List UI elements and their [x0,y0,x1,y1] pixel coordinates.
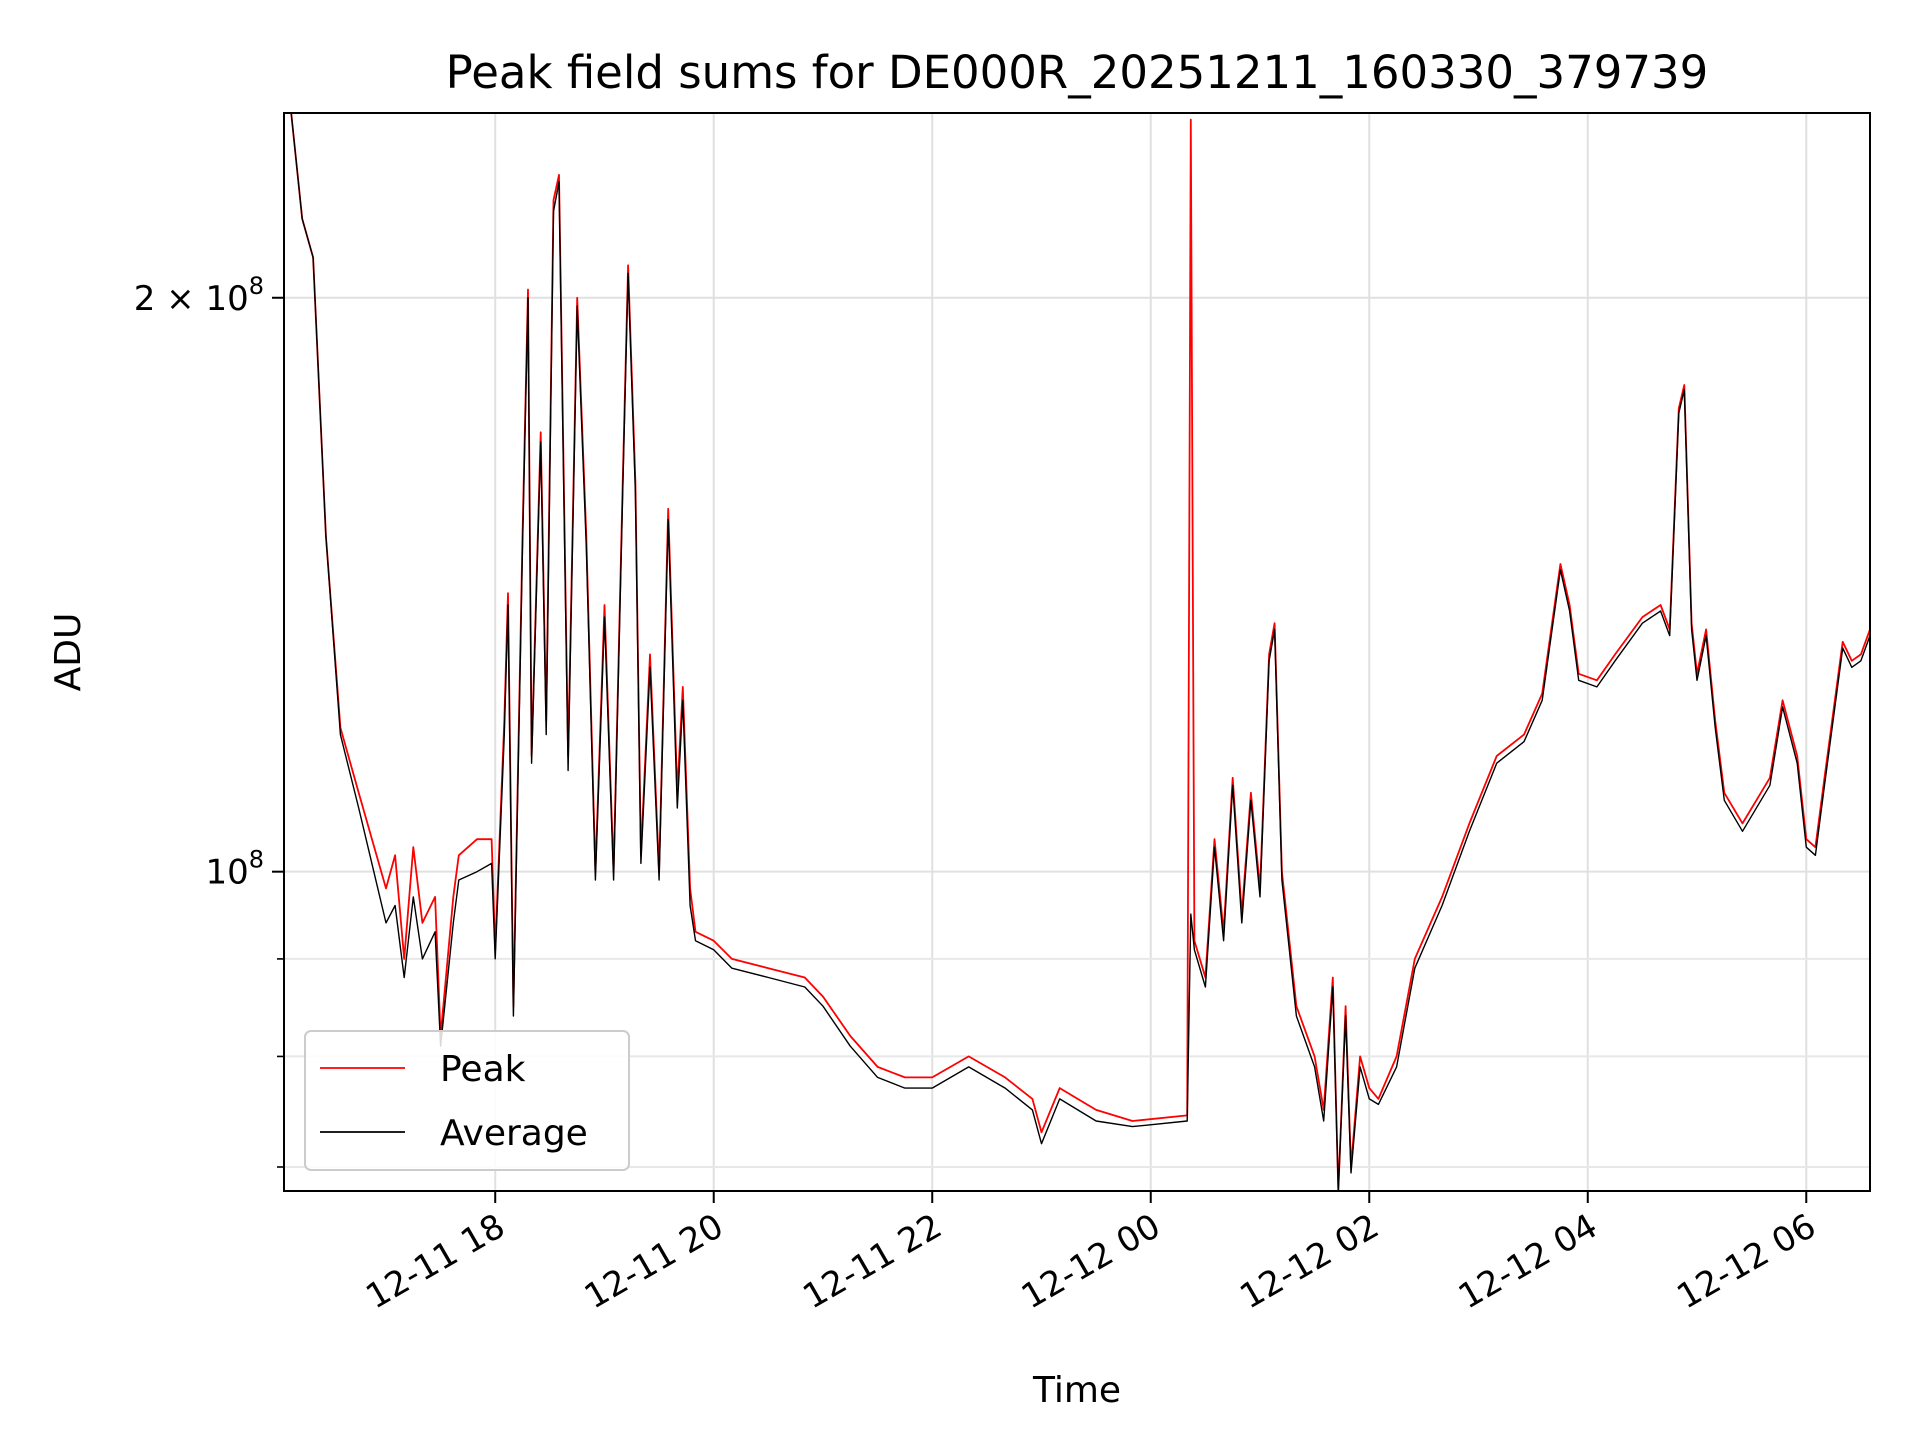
grid [284,113,1870,1191]
x-tick-label-4: 12-12 02 [1233,1206,1385,1317]
y-tick-label-1: 108 [205,846,264,893]
legend-label-average: Average [440,1113,588,1154]
x-tick-label-5: 12-12 04 [1452,1206,1604,1317]
legend-box [304,1030,630,1171]
legend: Peak Average [304,1030,630,1171]
legend-label-peak: Peak [440,1049,526,1090]
y-tick-label-0: 2 × 108 [134,272,264,319]
x-tick-label-0: 12-11 18 [359,1206,511,1317]
plot-frame [283,112,1871,1192]
chart-title: Peak field sums for DE000R_20251211_1603… [446,46,1709,99]
plot-lines [290,113,1870,1191]
series-line-average [290,113,1870,1191]
x-tick-label-3: 12-12 00 [1015,1206,1167,1317]
series-line-peak [290,113,1870,1191]
x-axis-label: Time [1032,1370,1121,1411]
x-tick-label-6: 12-12 06 [1670,1206,1822,1317]
x-axis: 12-11 18 12-11 20 12-11 22 12-12 00 12-12 02… [359,1191,1823,1317]
x-tick-label-1: 12-11 20 [578,1206,730,1317]
x-tick-label-2: 12-11 22 [796,1206,948,1317]
y-axis-label: ADU [48,613,89,692]
y-axis: 2 × 108 108 [134,272,284,1168]
